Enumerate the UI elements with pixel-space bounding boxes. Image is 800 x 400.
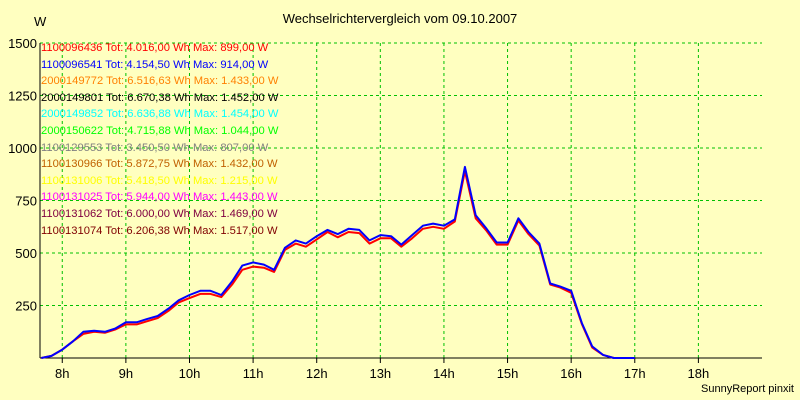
y-axis-unit-label: W — [34, 14, 47, 29]
y-tick-label-3: 1000 — [8, 141, 37, 156]
x-tick-label-7: 15h — [497, 366, 519, 381]
x-tick-label-8: 16h — [560, 366, 582, 381]
legend-entry-6: 1100129553 Tot: 3.450,50 Wh Max: 807,00 … — [41, 141, 269, 154]
y-tick-label-4: 1250 — [8, 89, 37, 104]
y-tick-label-2: 750 — [15, 194, 37, 209]
legend-entry-11: 1100131074 Tot: 6.206,38 Wh Max: 1.517,0… — [41, 224, 278, 237]
legend: 1100096436 Tot: 4.016,00 Wh Max: 899,00 … — [41, 40, 278, 239]
legend-entry-2: 2000149772 Tot: 6.516,63 Wh Max: 1.433,0… — [41, 75, 279, 88]
legend-entry-1: 1100096541 Tot: 4.154,50 Wh Max: 914,00 … — [41, 58, 269, 71]
legend-entry-3: 2000149801 Tot: 6.670,38 Wh Max: 1.452,0… — [41, 91, 279, 104]
x-tick-label-2: 10h — [179, 366, 201, 381]
legend-entry-0: 1100096436 Tot: 4.016,00 Wh Max: 899,00 … — [41, 42, 269, 54]
legend-entry-10: 1100131062 Tot: 6.000,00 Wh Max: 1.469,0… — [41, 207, 278, 220]
chart-title: Wechselrichtervergleich vom 09.10.2007 — [282, 11, 518, 26]
x-tick-label-3: 11h — [243, 366, 264, 381]
x-tick-label-5: 13h — [369, 366, 391, 381]
credit-label: SunnyReport pinxit — [701, 383, 794, 395]
y-tick-label-0: 250 — [15, 299, 37, 314]
x-tick-label-1: 9h — [119, 366, 133, 381]
y-tick-label-1: 500 — [15, 246, 37, 261]
x-tick-label-6: 14h — [433, 366, 455, 381]
y-tick-label-5: 1500 — [8, 36, 37, 51]
series-line-1 — [41, 165, 635, 359]
x-tick-label-4: 12h — [306, 366, 328, 381]
legend-entry-8: 1100131006 Tot: 5.418,50 Wh Max: 1.215,0… — [41, 174, 278, 187]
x-tick-label-9: 17h — [624, 366, 646, 381]
x-tick-label-10: 18h — [688, 366, 710, 381]
legend-entry-7: 1100130966 Tot: 5.872,75 Wh Max: 1.432,0… — [41, 158, 278, 171]
legend-entry-5: 2000150622 Tot: 4.715,88 Wh Max: 1.044,0… — [41, 124, 279, 137]
legend-entry-9: 1100131025 Tot: 5.944,00 Wh Max: 1.443,0… — [41, 191, 278, 204]
series-line-0 — [41, 170, 635, 359]
legend-entry-4: 2000149852 Tot: 6.636,88 Wh Max: 1.454,0… — [41, 108, 279, 121]
x-tick-label-0: 8h — [55, 366, 69, 381]
